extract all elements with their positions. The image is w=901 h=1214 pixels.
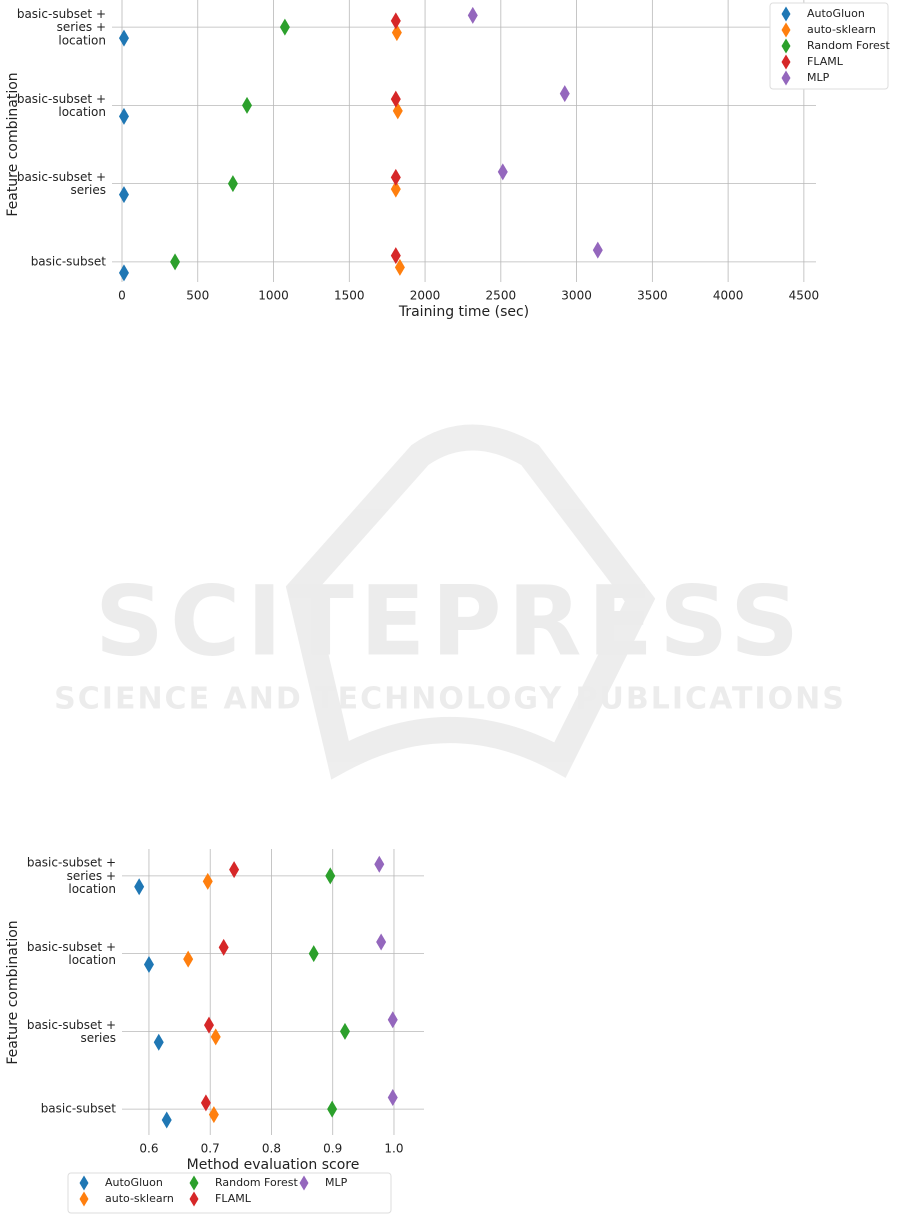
diamond-marker	[203, 1016, 214, 1034]
x-tick-label: 3000	[561, 289, 592, 303]
diamond-marker	[218, 938, 229, 956]
diamond-marker	[229, 861, 240, 879]
legend-marker	[781, 22, 791, 38]
diamond-marker	[161, 1111, 172, 1129]
diamond-marker	[325, 867, 336, 885]
y-tick-label: basic-subset + series + location	[27, 855, 116, 895]
diamond-marker	[327, 1100, 338, 1118]
diamond-marker	[387, 1011, 398, 1029]
x-tick-label: 0.7	[201, 1142, 220, 1156]
x-tick-label: 500	[186, 289, 209, 303]
legend-marker	[781, 54, 791, 70]
x-tick-label: 4500	[789, 289, 820, 303]
diamond-marker	[118, 29, 129, 47]
diamond-marker	[208, 1106, 219, 1124]
legend-label: auto-sklearn	[105, 1192, 174, 1205]
legend-box	[67, 1172, 392, 1214]
x-tick-label: 3500	[637, 289, 668, 303]
x-tick-label: 1000	[258, 289, 289, 303]
diamond-marker	[118, 186, 129, 204]
chart: 0 500 1000 1500 2000 2500 3000 3500 4000 4500 basi…	[5, 0, 890, 320]
y-tick-label: basic-subset + location	[27, 940, 116, 967]
legend-label: FLAML	[807, 55, 844, 68]
legend-marker	[781, 38, 791, 54]
watermark-book	[285, 424, 656, 780]
diamond-marker	[242, 96, 253, 114]
diamond-marker	[390, 180, 401, 198]
legend-label: AutoGluon	[807, 7, 865, 20]
diamond-marker	[227, 175, 238, 193]
diamond-marker	[202, 872, 213, 890]
diamond-marker	[467, 6, 478, 24]
x-axis-label: Training time (sec)	[398, 304, 529, 320]
diamond-marker	[394, 258, 405, 276]
diamond-marker	[183, 950, 194, 968]
legend-label: MLP	[325, 1176, 348, 1189]
watermark: SCITEPRESS SCIENCE AND TECHNOLOGY PUBLIC…	[54, 424, 846, 780]
x-tick-label: 1.0	[384, 1142, 403, 1156]
diamond-marker	[497, 163, 508, 181]
legend-box	[769, 2, 889, 90]
legend-marker	[79, 1175, 89, 1191]
diamond-marker	[200, 1094, 211, 1112]
watermark-subtitle: SCIENCE AND TECHNOLOGY PUBLICATIONS	[54, 682, 846, 717]
x-tick-label: 2500	[486, 289, 517, 303]
diamond-marker	[339, 1022, 350, 1040]
diamond-marker	[210, 1028, 221, 1046]
legend-marker	[189, 1175, 199, 1191]
y-tick-label: basic-subset + series + location	[17, 6, 106, 46]
diamond-marker	[592, 241, 603, 259]
diamond-marker	[387, 1088, 398, 1106]
x-tick-label: 0.9	[323, 1142, 342, 1156]
x-tick-label: 0.8	[262, 1142, 281, 1156]
legend-label: Random Forest	[215, 1176, 298, 1189]
diamond-marker	[308, 945, 319, 963]
y-axis-label: Feature combination	[5, 72, 21, 216]
diamond-marker	[134, 878, 145, 896]
x-tick-label: 4000	[713, 289, 744, 303]
legend-marker	[299, 1175, 309, 1191]
diamond-marker	[390, 168, 401, 186]
y-tick-label: basic-subset + location	[17, 91, 106, 118]
legend-marker	[79, 1191, 89, 1207]
legend-label: FLAML	[215, 1192, 252, 1205]
legend-label: AutoGluon	[105, 1176, 163, 1189]
diamond-marker	[391, 24, 402, 42]
diamond-marker	[376, 933, 387, 951]
legend: AutoGluon auto-sklearn Random Forest FLAML M…	[67, 1172, 392, 1214]
x-tick-label: 0.6	[139, 1142, 158, 1156]
diamond-marker	[559, 85, 570, 103]
diamond-marker	[170, 253, 181, 271]
diamond-marker	[143, 956, 154, 974]
y-tick-label: basic-subset + series	[17, 170, 106, 197]
x-tick-label: 2000	[410, 289, 441, 303]
legend-marker	[781, 6, 791, 22]
legend-marker	[189, 1191, 199, 1207]
y-axis-label: Feature combination	[5, 920, 21, 1064]
diamond-marker	[390, 12, 401, 30]
diamond-marker	[390, 247, 401, 265]
diamond-marker	[118, 107, 129, 125]
x-tick-label: 0	[118, 289, 126, 303]
legend-marker	[781, 70, 791, 86]
diamond-marker	[374, 855, 385, 873]
watermark-title: SCITEPRESS	[95, 565, 805, 677]
legend-label: Random Forest	[807, 39, 890, 52]
y-tick-label: basic-subset	[41, 1102, 117, 1116]
legend-label: MLP	[807, 71, 830, 84]
y-tick-label: basic-subset	[31, 254, 107, 268]
diamond-marker	[279, 18, 290, 36]
chart: 0.6 0.7 0.8 0.9 1.0 basic-subset + series + loc…	[5, 849, 424, 1214]
legend-label: auto-sklearn	[807, 23, 876, 36]
diamond-marker	[153, 1033, 164, 1051]
legend: AutoGluon auto-sklearn Random Forest FLAML M…	[769, 2, 890, 90]
x-tick-label: 1500	[334, 289, 365, 303]
x-axis-label: Method evaluation score	[187, 1157, 360, 1173]
diamond-marker	[390, 90, 401, 108]
diamond-marker	[118, 264, 129, 282]
y-tick-label: basic-subset + series	[27, 1017, 116, 1044]
